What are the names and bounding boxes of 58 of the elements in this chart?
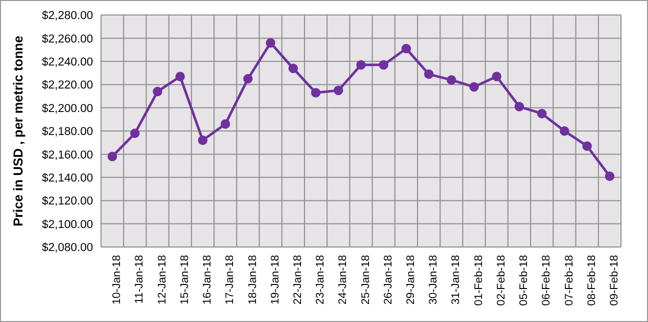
y-tick-label: $2,200.00 [42, 102, 93, 115]
x-tick-label: 07-Feb-18 [563, 255, 576, 306]
x-tick-label: 11-Jan-18 [134, 255, 146, 304]
point [582, 141, 592, 151]
y-tick-label: $2,140.00 [42, 172, 93, 184]
point [560, 126, 570, 136]
x-tick-label: 06-Feb-18 [540, 255, 553, 306]
point [152, 86, 162, 96]
x-tick-label: 31-Jan-18 [450, 255, 462, 305]
y-tick-label: $2,240.00 [42, 56, 93, 68]
point [198, 136, 208, 146]
x-tick-label: 19-Jan-18 [269, 255, 282, 305]
x-tick-label: 02-Feb-18 [495, 255, 508, 306]
x-tick-label: 30-Jan-18 [428, 255, 440, 305]
y-axis-title: Price in USD , per metric tonne [10, 36, 26, 226]
point [266, 38, 276, 48]
x-tick-label: 25-Jan-18 [360, 255, 372, 305]
point [378, 60, 388, 70]
x-tick-label: 10-Jan-18 [111, 255, 124, 305]
y-tick-label: $2,260.00 [42, 33, 93, 46]
x-tick-label: 16-Jan-18 [202, 255, 214, 305]
point [514, 102, 524, 112]
x-tick-label: 15-Jan-18 [178, 255, 191, 305]
x-tick-label: 29-Jan-18 [405, 255, 418, 305]
point [401, 44, 411, 54]
point [108, 152, 118, 162]
x-tick-label: 17-Jan-18 [224, 255, 236, 305]
x-tick-label: 26-Jan-18 [382, 255, 394, 305]
point [243, 74, 253, 84]
y-tick-label: $2,120.00 [42, 196, 93, 208]
x-tick-label: 08-Feb-18 [586, 255, 598, 306]
x-tick-label: 12-Jan-18 [156, 255, 168, 305]
x-tick-label: 22-Jan-18 [292, 255, 304, 305]
y-tick-label: $2,080.00 [42, 242, 93, 254]
point [604, 171, 614, 181]
y-tick-label: $2,280.00 [42, 10, 93, 22]
x-tick-label: 01-Feb-18 [472, 255, 485, 306]
point [220, 119, 230, 129]
point [288, 64, 298, 74]
point [130, 128, 140, 138]
x-tick-label: 18-Jan-18 [246, 255, 259, 305]
x-tick-label: 23-Jan-18 [314, 255, 327, 305]
point [356, 60, 366, 70]
y-tick-label: $2,180.00 [42, 126, 93, 138]
point [334, 86, 344, 96]
point [469, 82, 479, 92]
y-tick-label: $2,100.00 [42, 218, 93, 231]
point [311, 88, 321, 98]
point [537, 108, 547, 118]
x-tick-label: 05-Feb-18 [518, 255, 530, 306]
point [424, 69, 434, 79]
y-tick-label: $2,160.00 [42, 149, 93, 162]
x-tick-label: 09-Feb-18 [608, 255, 621, 306]
point [446, 75, 456, 85]
point [175, 72, 185, 82]
point [492, 72, 502, 82]
x-tick-label: 24-Jan-18 [337, 255, 350, 305]
y-tick-label: $2,220.00 [42, 80, 93, 92]
